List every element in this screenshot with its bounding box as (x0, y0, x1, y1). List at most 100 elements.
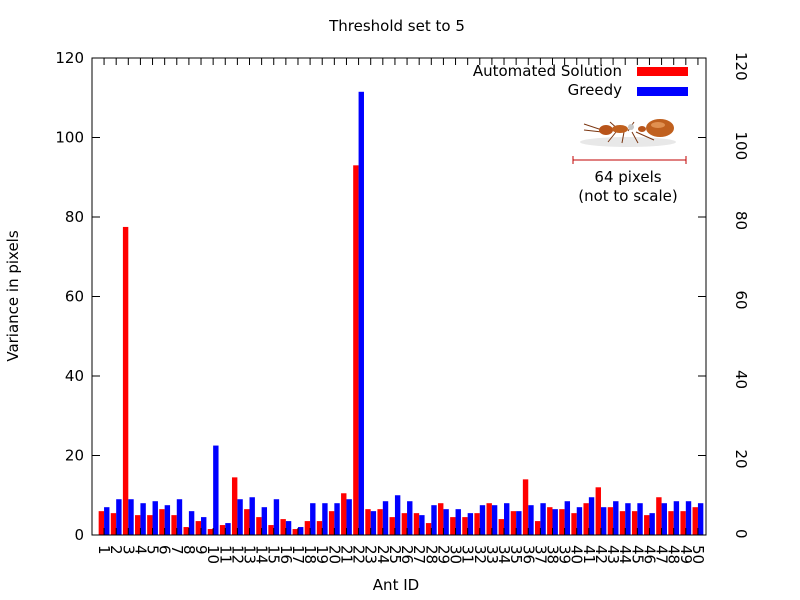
bar-greedy-8 (188, 511, 195, 535)
bar-automated-31 (462, 517, 468, 535)
bar-automated-33 (486, 503, 492, 535)
scale-bar-note: (not to scale) (578, 187, 678, 205)
y-axis-label: Variance in pixels (4, 230, 22, 362)
bar-automated-3 (122, 226, 129, 535)
y2-tick-label-20: 20 (732, 450, 750, 469)
x-tick-label-37: 37 (531, 545, 549, 564)
x-tick-label-36: 36 (519, 545, 537, 564)
y2-tick-label-120: 120 (732, 52, 750, 81)
x-tick-label-8: 8 (180, 545, 198, 555)
bar-greedy-50 (697, 503, 704, 535)
bar-greedy-30 (455, 509, 461, 535)
x-tick-label-14: 14 (253, 545, 271, 564)
bar-greedy-31 (467, 513, 474, 535)
bar-greedy-21 (346, 499, 352, 535)
x-tick-label-46: 46 (640, 545, 658, 564)
x-tick-label-29: 29 (434, 545, 452, 564)
bar-greedy-11 (225, 523, 231, 535)
x-tick-label-40: 40 (568, 545, 586, 564)
bar-greedy-32 (479, 505, 486, 535)
x-tick-label-23: 23 (362, 545, 380, 564)
bar-automated-45 (631, 511, 638, 535)
bar-automated-11 (219, 525, 226, 535)
x-tick-label-10: 10 (204, 545, 222, 564)
legend: Automated Solution Greedy (473, 62, 688, 99)
bar-automated-34 (498, 519, 505, 535)
bar-automated-43 (607, 507, 614, 535)
bar-automated-8 (183, 527, 189, 535)
x-tick-label-44: 44 (616, 545, 634, 564)
bar-greedy-35 (516, 511, 522, 535)
bar-greedy-10 (213, 445, 219, 535)
bar-greedy-47 (661, 503, 667, 535)
x-tick-label-31: 31 (459, 545, 477, 564)
x-tick-label-34: 34 (495, 545, 513, 564)
bar-greedy-25 (394, 495, 401, 535)
x-tick-label-16: 16 (277, 545, 295, 564)
bar-automated-4 (135, 515, 141, 536)
bar-greedy-45 (637, 503, 643, 535)
bar-greedy-13 (249, 497, 255, 535)
x-tick-label-3: 3 (119, 545, 137, 555)
bar-automated-49 (680, 511, 686, 535)
x-tick-label-32: 32 (471, 545, 489, 564)
bar-greedy-49 (685, 501, 692, 535)
bar-automated-13 (244, 509, 250, 535)
bar-automated-16 (280, 519, 286, 535)
legend-swatch-automated (637, 67, 688, 76)
bar-automated-18 (304, 521, 311, 535)
y-tick-label-40: 40 (65, 367, 84, 385)
y-tick-label-0: 0 (74, 526, 84, 544)
bar-greedy-36 (528, 505, 534, 535)
x-tick-label-5: 5 (144, 545, 162, 555)
y-tick-label-20: 20 (65, 447, 84, 465)
bar-greedy-5 (152, 501, 158, 535)
axes-group: 0204060801001200204060801001201234567891… (55, 49, 750, 564)
x-tick-label-47: 47 (653, 545, 671, 564)
bar-automated-36 (522, 479, 529, 535)
x-tick-label-25: 25 (386, 545, 404, 564)
legend-label-greedy: Greedy (568, 81, 622, 99)
y2-tick-label-0: 0 (732, 529, 750, 539)
bar-automated-6 (159, 509, 165, 535)
x-tick-label-28: 28 (422, 545, 440, 564)
x-tick-label-7: 7 (168, 545, 186, 555)
x-tick-label-9: 9 (192, 545, 210, 555)
bar-greedy-29 (443, 509, 449, 535)
bar-greedy-22 (358, 91, 364, 535)
legend-swatch-greedy (637, 87, 688, 96)
bar-greedy-42 (600, 507, 607, 535)
bar-automated-48 (668, 511, 674, 535)
y-tick-label-100: 100 (55, 129, 84, 147)
bar-automated-12 (231, 477, 238, 535)
bar-greedy-48 (673, 501, 680, 535)
y-tick-label-60: 60 (65, 288, 84, 306)
bar-automated-24 (377, 509, 383, 535)
bar-automated-17 (292, 529, 298, 535)
bar-automated-47 (656, 497, 662, 535)
x-axis-label: Ant ID (373, 576, 419, 594)
bar-greedy-16 (285, 521, 292, 535)
bar-automated-42 (595, 487, 601, 535)
bar-automated-23 (365, 509, 371, 535)
bar-automated-50 (692, 507, 698, 535)
bar-automated-32 (474, 513, 480, 535)
x-tick-label-15: 15 (265, 545, 283, 564)
bar-automated-19 (316, 521, 323, 535)
scale-bar: 64 pixels (not to scale) (572, 156, 687, 205)
y2-tick-label-100: 100 (732, 132, 750, 161)
y-tick-label-80: 80 (65, 208, 84, 226)
x-tick-label-19: 19 (313, 545, 331, 564)
x-tick-label-21: 21 (337, 545, 355, 564)
bars-group (98, 91, 704, 536)
bar-greedy-19 (322, 503, 328, 535)
bar-greedy-43 (613, 501, 619, 535)
bar-automated-5 (147, 515, 153, 536)
x-tick-label-2: 2 (107, 545, 125, 555)
bar-greedy-39 (564, 501, 571, 535)
x-tick-label-48: 48 (665, 545, 683, 564)
x-tick-label-17: 17 (289, 545, 307, 564)
bar-greedy-40 (576, 507, 583, 535)
bar-automated-14 (256, 517, 262, 535)
bar-greedy-14 (261, 507, 268, 535)
